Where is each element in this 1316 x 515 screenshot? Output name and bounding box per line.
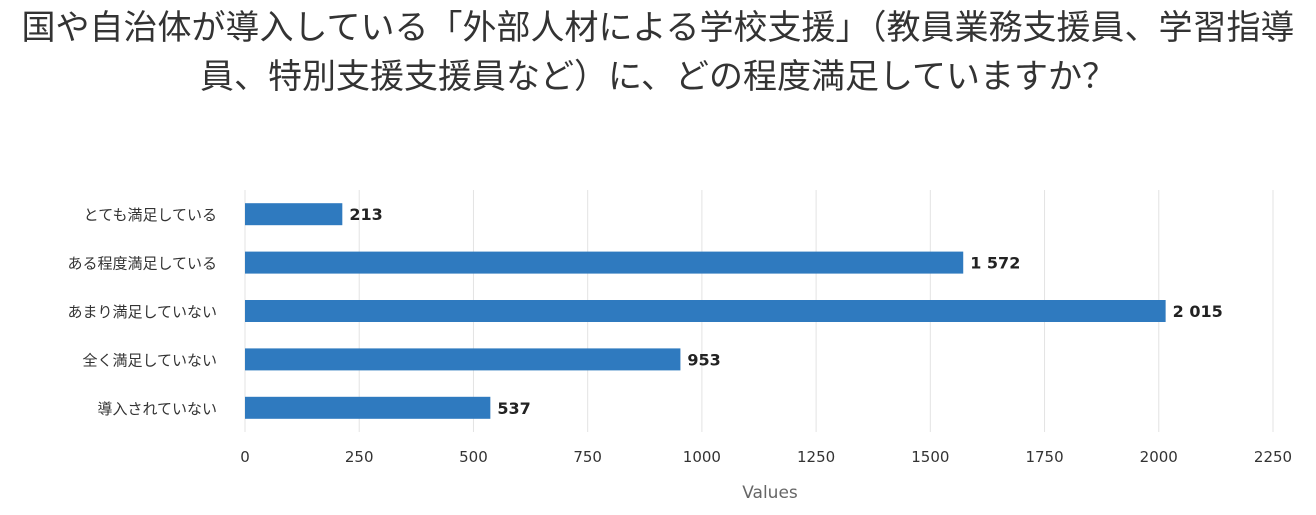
chart-title: 国や自治体が導入している「外部人材による学校支援」（教員業務支援員、学習指導員、…	[21, 8, 1295, 97]
data-label: 2 015	[1173, 302, 1223, 321]
data-label: 1 572	[970, 254, 1020, 273]
category-label: 導入されていない	[97, 400, 217, 418]
x-tick-label: 1500	[911, 448, 949, 466]
bar	[245, 300, 1166, 322]
bar	[245, 203, 343, 226]
x-tick-label: 1250	[797, 448, 835, 466]
x-tick-label: 750	[573, 448, 602, 466]
category-label: あまり満足していない	[67, 303, 217, 321]
x-axis-title: Values	[742, 483, 798, 503]
category-labels: とても満足しているある程度満足しているあまり満足していない全く満足していない導入…	[67, 206, 217, 418]
x-tick-label: 1000	[683, 448, 721, 466]
bar	[245, 348, 681, 371]
data-labels: 213 1 572 2 015 953 537	[349, 205, 1222, 418]
bar	[245, 251, 964, 274]
data-label: 213	[349, 205, 382, 224]
category-label: 全く満足していない	[82, 351, 217, 369]
x-tick-label: 2250	[1254, 448, 1292, 466]
x-tick-label: 1750	[1025, 448, 1063, 466]
x-tick-labels: 0 250 500 750 1000 1250 1500 1750 2000 2250	[240, 448, 1292, 466]
category-label: とても満足している	[84, 206, 217, 224]
x-tick-label: 250	[345, 448, 374, 466]
x-tick-label: 500	[459, 448, 488, 466]
category-label: ある程度満足している	[67, 255, 217, 273]
x-tick-label: 2000	[1140, 448, 1178, 466]
data-label: 953	[687, 350, 720, 369]
data-label: 537	[497, 399, 530, 418]
x-tick-label: 0	[240, 448, 250, 466]
bar	[245, 396, 491, 419]
bars	[245, 203, 1166, 419]
